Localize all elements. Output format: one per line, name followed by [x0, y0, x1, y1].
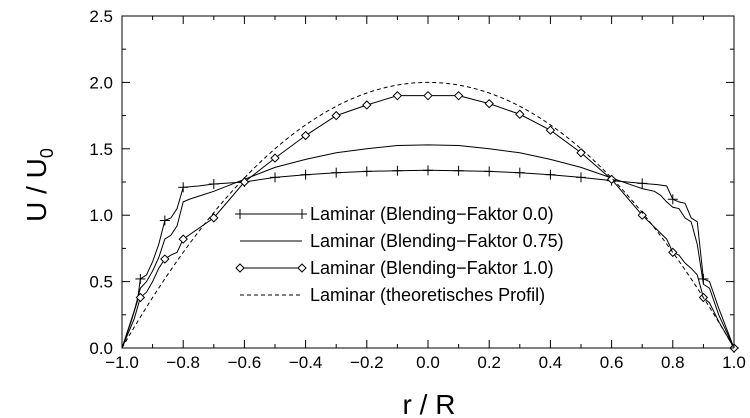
legend-label: Laminar (Blending−Faktor 1.0): [310, 258, 554, 278]
y-tick-label: 1.5: [89, 140, 113, 159]
axes-layer: −1.0 −0.8 −0.6 −0.4 −0.2 0.0 0.2 0.4 0.6 0.8 1.0 0.…: [89, 7, 745, 372]
diamond-marker: [453, 90, 464, 101]
diamond-marker: [297, 263, 307, 273]
legend-entry-2: Laminar (Blending−Faktor 1.0): [235, 258, 554, 278]
y-tick-label: 0.0: [89, 339, 113, 358]
x-tick-label: −0.6: [228, 353, 262, 372]
y-tick-label: 1.0: [89, 206, 113, 225]
series-2: [121, 90, 739, 353]
x-tick-label: 0.8: [661, 353, 685, 372]
x-tick-label: 0.6: [600, 353, 624, 372]
diamond-marker: [300, 130, 311, 141]
legend-label: Laminar (Blending−Faktor 0.0): [310, 204, 554, 224]
x-tick-label: −0.8: [166, 353, 200, 372]
x-tick-label: 0.2: [477, 353, 501, 372]
diamond-marker: [235, 263, 245, 273]
series-line: [121, 144, 735, 349]
y-tick-label: 0.5: [89, 273, 113, 292]
legend-entry-1: Laminar (Blending−Faktor 0.75): [240, 231, 564, 251]
diamond-marker: [270, 153, 280, 163]
y-tick-label: 2.0: [89, 73, 113, 92]
diamond-marker: [392, 90, 403, 101]
x-tick-label: 0.4: [539, 353, 563, 372]
legend-entry-0: Laminar (Blending−Faktor 0.0): [235, 204, 554, 224]
diamond-marker: [606, 174, 617, 185]
y-axis-title: U / U0: [21, 148, 57, 222]
y-axis-title-subscript: 0: [37, 148, 57, 158]
diamond-marker: [160, 254, 170, 264]
y-tick-label: 2.5: [89, 7, 113, 26]
x-tick-label: −0.4: [289, 353, 323, 372]
series-1: [121, 144, 735, 349]
diamond-marker: [209, 213, 219, 223]
legend-entry-3: Laminar (theoretisches Profil): [240, 285, 545, 305]
x-tick-label: −1.0: [105, 353, 139, 372]
diamond-marker: [423, 90, 433, 101]
diamond-marker: [484, 98, 494, 109]
x-axis-title: r / R: [403, 389, 456, 418]
legend: Laminar (Blending−Faktor 0.0) Laminar (Bl…: [235, 204, 564, 305]
diamond-marker: [515, 109, 525, 119]
legend-label: Laminar (Blending−Faktor 0.75): [310, 231, 564, 251]
diamond-marker: [135, 292, 146, 303]
series-line: [121, 81, 735, 349]
x-tick-label: 0.0: [416, 353, 440, 372]
diamond-marker: [545, 125, 556, 135]
legend-label: Laminar (theoretisches Profil): [310, 285, 545, 305]
diamond-marker: [331, 110, 341, 121]
series-layer: [121, 81, 739, 353]
diamond-marker: [362, 100, 372, 110]
diamond-marker: [178, 234, 188, 244]
x-tick-label: 1.0: [722, 353, 746, 372]
series-3: [121, 81, 735, 349]
x-tick-label: −0.2: [350, 353, 384, 372]
diamond-marker: [637, 210, 647, 220]
y-axis-title-main: U / U: [21, 158, 52, 222]
